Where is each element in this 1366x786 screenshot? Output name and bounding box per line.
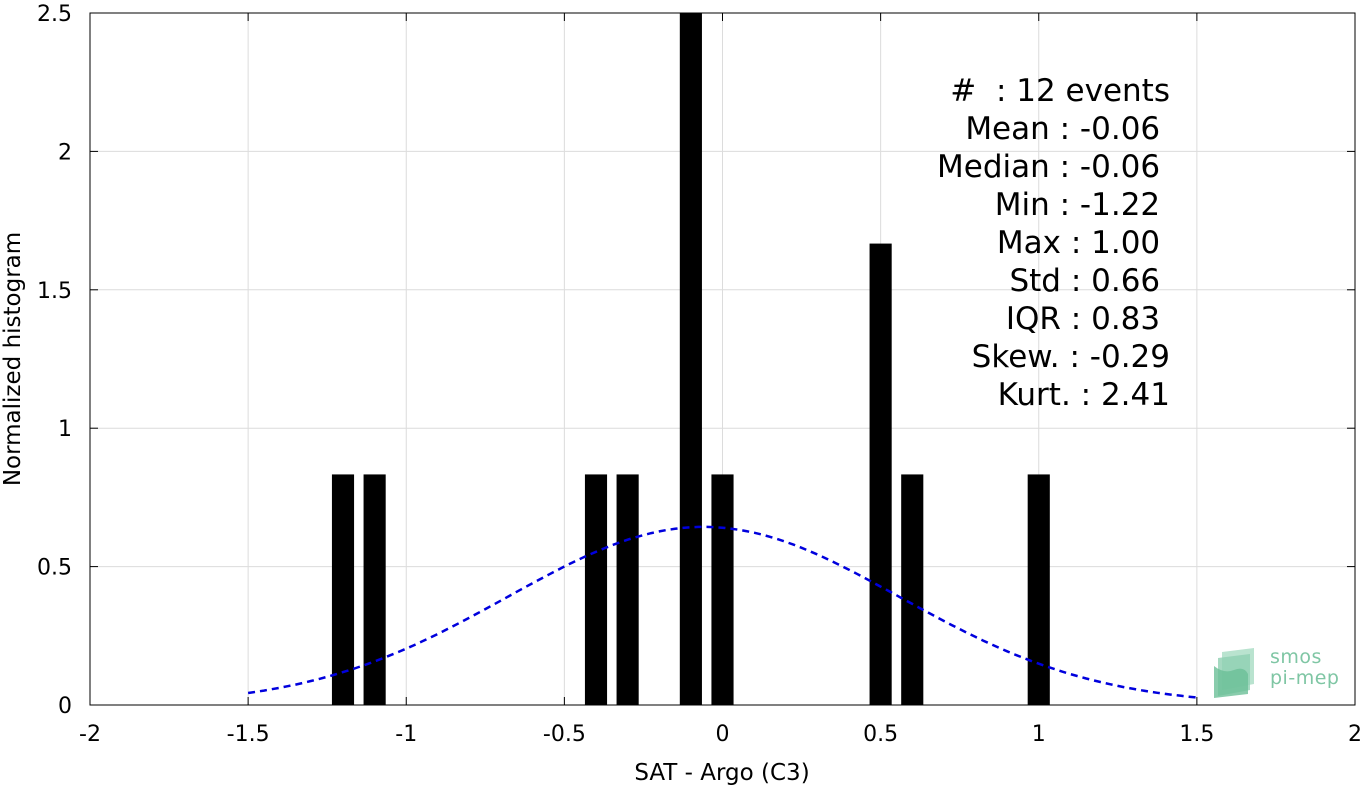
histogram-bar xyxy=(711,474,734,705)
histogram-bar xyxy=(616,474,639,705)
y-axis-label: Normalized histogram xyxy=(0,232,26,486)
y-tick-label: 2 xyxy=(58,140,72,165)
x-tick-label: 0 xyxy=(716,722,730,747)
x-tick-label: -0.5 xyxy=(543,722,586,747)
stat-skew: Skew. : -0.29 xyxy=(971,339,1170,375)
x-tick-label: -2 xyxy=(79,722,101,747)
stat-min: Min : -1.22 xyxy=(994,187,1170,223)
histogram-bar xyxy=(363,474,386,705)
histogram-bar xyxy=(1027,474,1050,705)
stat-count: # : 12 events xyxy=(950,73,1170,109)
stat-max: Max : 1.00 xyxy=(996,225,1170,261)
y-tick-label: 2.5 xyxy=(37,2,72,27)
y-tick-label: 1.5 xyxy=(37,279,72,304)
stat-kurt: Kurt. : 2.41 xyxy=(997,377,1170,413)
x-tick-label: -1.5 xyxy=(227,722,270,747)
histogram-bar xyxy=(901,474,924,705)
logo-waves-icon xyxy=(1214,648,1254,698)
y-tick-label: 1 xyxy=(58,417,72,442)
statistics-panel: # : 12 events Mean : -0.06 Median : -0.0… xyxy=(860,72,1170,414)
logo-text-pimep: pi-mep xyxy=(1270,667,1340,689)
y-tick-label: 0.5 xyxy=(37,556,72,581)
x-axis-label: SAT - Argo (C3) xyxy=(634,760,809,786)
x-tick-label: 1.5 xyxy=(1179,722,1214,747)
histogram-bar xyxy=(331,474,355,705)
y-axis-ticks: 0 0.5 1 1.5 2 2.5 xyxy=(37,2,1355,719)
histogram-bar xyxy=(679,13,702,705)
y-tick-label: 0 xyxy=(58,694,72,719)
normal-fit-curve xyxy=(247,525,1198,699)
stat-median: Median : -0.06 xyxy=(937,149,1170,185)
logo-text-smos: smos xyxy=(1270,646,1322,668)
histogram-bar xyxy=(584,474,608,705)
x-tick-label: 2 xyxy=(1348,722,1362,747)
x-tick-label: -1 xyxy=(395,722,417,747)
stat-std: Std : 0.66 xyxy=(1009,263,1170,299)
x-tick-label: 0.5 xyxy=(863,722,898,747)
stat-iqr: IQR : 0.83 xyxy=(1005,301,1170,337)
x-axis-ticks: -2 -1.5 -1 -0.5 0 0.5 1 1.5 2 xyxy=(79,13,1362,747)
stat-mean: Mean : -0.06 xyxy=(965,111,1170,147)
smos-pimep-logo: smos pi-mep xyxy=(1214,644,1354,700)
x-tick-label: 1 xyxy=(1032,722,1046,747)
